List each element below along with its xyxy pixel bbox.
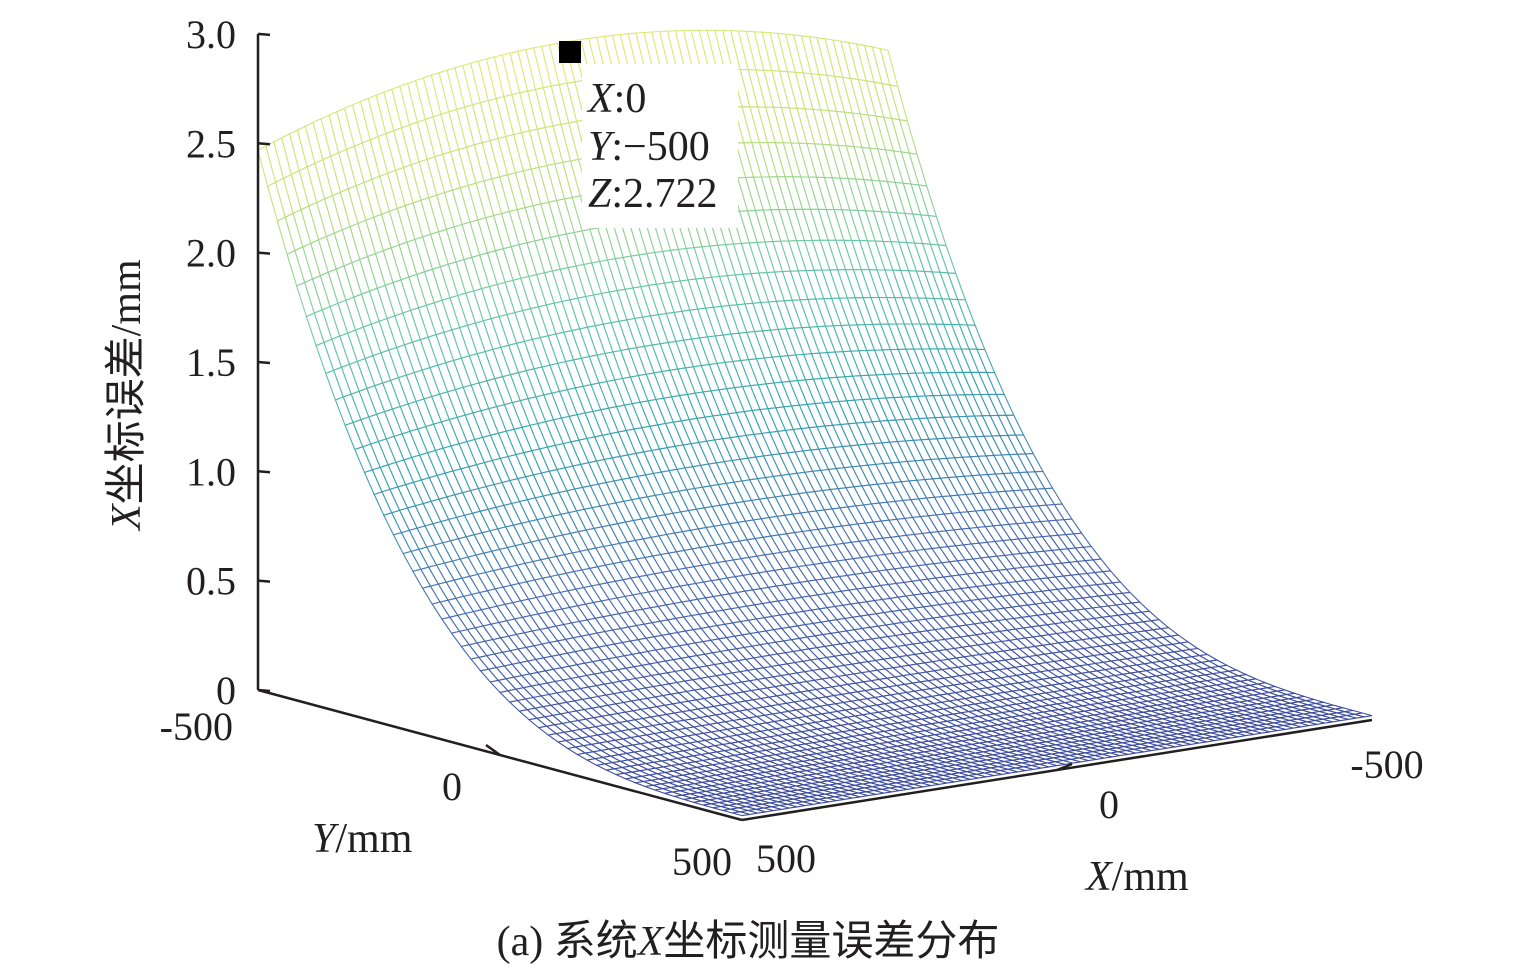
datatip-marker[interactable]: [559, 41, 581, 63]
z-tick-label: 2.5: [186, 121, 236, 166]
z-tick: [257, 688, 271, 693]
datatip-z: Z:2.722: [588, 171, 718, 217]
x-tick-label: 500: [756, 836, 816, 881]
y-tick-label: -500: [160, 704, 233, 749]
z-tick: [257, 251, 271, 255]
datatip-x: X:0: [586, 76, 646, 122]
datatip-y: Y:−500: [588, 124, 710, 170]
y-ticks: -500 0 500: [160, 704, 732, 884]
z-axis-label: X坐标误差/mm: [104, 259, 150, 532]
datatip[interactable]: X:0 Y:−500 Z:2.722: [559, 41, 738, 228]
z-tick-label: 0: [216, 668, 236, 713]
z-tick-label: 1.5: [186, 340, 236, 385]
z-tick: [257, 360, 271, 365]
x-tick-label: 0: [1099, 782, 1119, 827]
surface-cell: [732, 811, 751, 817]
y-tick: [485, 743, 501, 757]
x-axis-label: X/mm: [1084, 854, 1189, 900]
x-ticks: -500 0 500: [756, 742, 1424, 881]
datatip-box: [582, 64, 738, 228]
z-tick-label: 2.0: [186, 231, 236, 276]
surface-mesh: [257, 29, 1373, 817]
y-tick-label: 500: [672, 839, 732, 884]
z-tick: [257, 142, 271, 146]
z-tick: [257, 470, 271, 474]
x-tick-label: -500: [1350, 742, 1423, 787]
z-tick: [257, 32, 271, 37]
z-tick-label: 3.0: [186, 12, 236, 57]
x-tick: [1056, 762, 1073, 772]
z-tick: [257, 579, 271, 583]
y-axis-label: Y/mm: [312, 816, 413, 862]
figure-caption: (a) 系统X坐标测量误差分布: [497, 919, 1000, 965]
z-ticks: 0 0.5 1.0 1.5 2.0 2.5 3.0: [186, 12, 271, 713]
z-tick-label: 1.0: [186, 449, 236, 494]
y-tick-label: 0: [442, 764, 462, 809]
z-tick-label: 0.5: [186, 559, 236, 604]
